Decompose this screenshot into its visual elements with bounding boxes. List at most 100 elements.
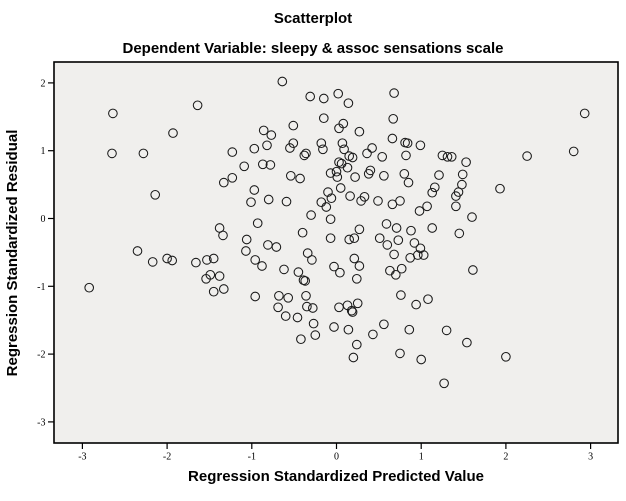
data-point	[351, 339, 362, 350]
data-point	[495, 183, 505, 194]
data-point	[283, 292, 294, 303]
data-point	[292, 312, 303, 323]
data-point	[354, 224, 365, 235]
data-point	[150, 189, 161, 200]
data-point	[393, 235, 404, 246]
data-point	[168, 128, 178, 138]
data-point	[367, 143, 377, 153]
data-point	[347, 152, 358, 163]
data-point	[362, 148, 372, 159]
data-point	[293, 267, 304, 277]
data-point	[252, 218, 263, 229]
data-point	[192, 100, 203, 111]
data-point	[257, 261, 267, 271]
data-point	[406, 225, 416, 236]
data-point	[389, 249, 399, 260]
data-point	[205, 269, 216, 280]
y-tick-label: -3	[37, 417, 45, 428]
data-point	[214, 271, 225, 281]
x-tick-label: -3	[78, 452, 86, 463]
data-point	[288, 120, 299, 131]
data-point	[332, 172, 343, 182]
data-point	[301, 290, 311, 301]
x-tick-label: -2	[163, 452, 171, 463]
data-point	[273, 302, 283, 313]
data-point	[250, 255, 261, 265]
data-point	[411, 299, 421, 310]
data-point	[389, 88, 399, 98]
data-point	[241, 246, 251, 256]
data-point	[467, 212, 477, 222]
data-point	[308, 318, 319, 329]
data-point	[191, 257, 201, 268]
data-point	[258, 125, 269, 136]
data-point	[265, 160, 276, 170]
data-point	[107, 148, 117, 159]
data-point	[162, 253, 172, 264]
data-point	[334, 123, 344, 134]
data-point	[279, 264, 289, 275]
data-point	[84, 282, 95, 293]
data-point	[277, 76, 288, 87]
data-point	[342, 162, 353, 173]
data-point	[329, 261, 339, 272]
data-point	[310, 330, 321, 340]
x-axis-title: Regression Standardized Predicted Value	[188, 468, 484, 485]
data-point	[446, 151, 457, 162]
y-axis-title: Regression Standardized Residual	[4, 130, 21, 377]
data-point	[390, 269, 401, 280]
plot-panel	[53, 61, 619, 444]
data-point	[138, 148, 149, 159]
data-point	[302, 248, 313, 258]
data-point	[354, 126, 365, 137]
data-point	[343, 98, 354, 109]
data-point	[246, 197, 256, 208]
x-tick-label: 2	[503, 452, 508, 463]
data-point	[249, 143, 260, 154]
data-point	[427, 187, 438, 198]
x-tick-label: 0	[334, 452, 339, 463]
data-point	[295, 173, 305, 184]
chart-subtitle: Dependent Variable: sleepy & assoc sensa…	[122, 40, 504, 57]
data-point	[281, 196, 292, 207]
chart-title: Scatterplot	[273, 10, 353, 27]
data-point	[414, 206, 425, 216]
data-point	[335, 183, 346, 193]
data-point	[326, 193, 337, 204]
data-point	[415, 140, 426, 151]
y-tick-label: -2	[37, 350, 45, 361]
data-point	[451, 191, 461, 201]
data-point	[381, 219, 392, 229]
data-point	[363, 168, 374, 179]
data-point	[262, 140, 272, 151]
data-point	[354, 261, 365, 271]
data-point	[404, 324, 415, 335]
data-point	[239, 161, 250, 172]
data-point	[349, 253, 360, 264]
data-point	[387, 133, 398, 144]
data-point	[250, 291, 261, 302]
x-tick-label: 3	[588, 452, 593, 463]
data-point	[132, 246, 143, 256]
data-point	[257, 159, 268, 170]
data-point	[321, 202, 332, 212]
data-point	[307, 303, 318, 313]
data-point	[333, 88, 344, 99]
x-tick-label: -1	[248, 452, 256, 463]
data-point	[391, 223, 402, 233]
data-point	[382, 240, 393, 250]
data-point	[325, 233, 336, 244]
data-point	[288, 138, 299, 149]
data-point	[396, 263, 407, 274]
data-point	[439, 378, 449, 389]
data-point	[296, 334, 306, 345]
data-point	[316, 138, 327, 149]
data-point	[285, 143, 295, 153]
data-point	[347, 307, 358, 317]
data-point	[343, 324, 354, 335]
data-point	[346, 305, 357, 316]
data-point	[339, 144, 349, 155]
data-point	[579, 108, 590, 119]
